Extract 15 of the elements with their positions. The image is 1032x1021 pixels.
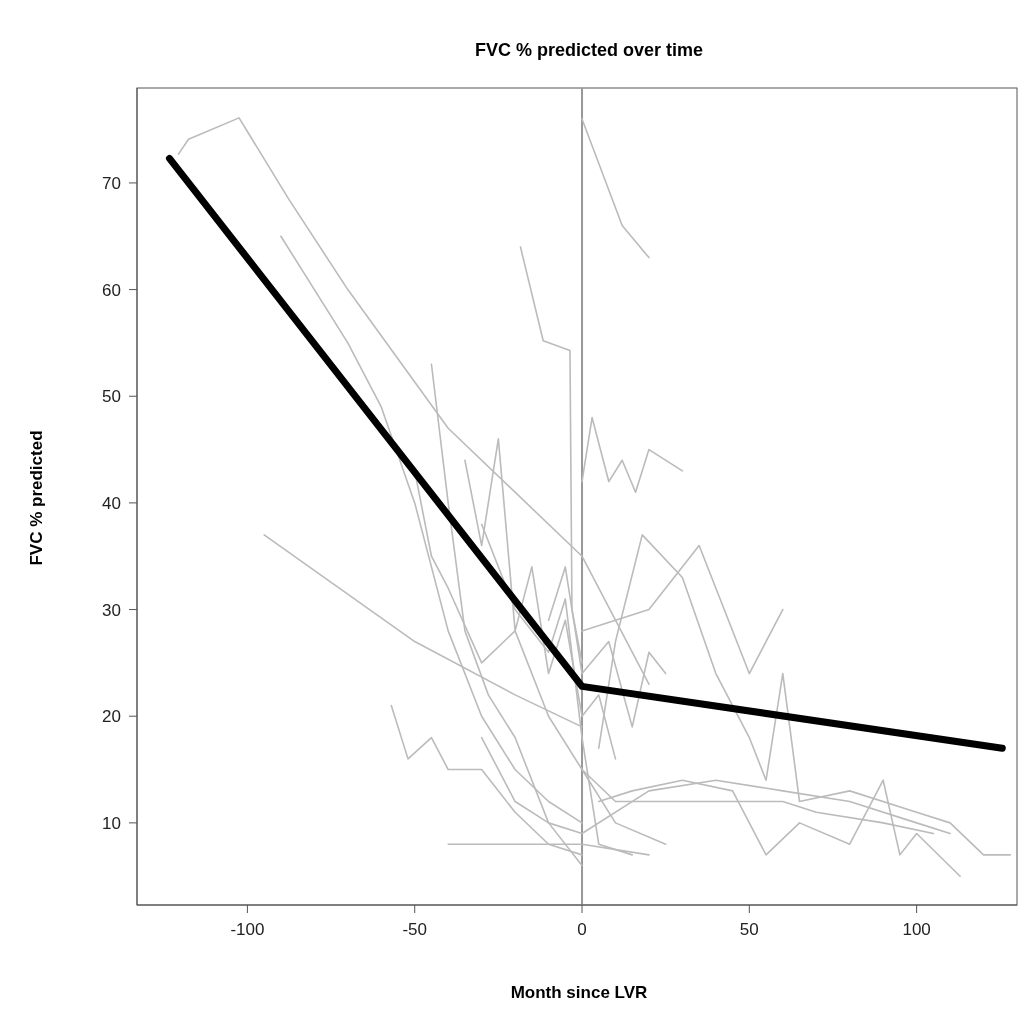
y-tick-label: 50 <box>102 387 121 407</box>
y-tick-label: 60 <box>102 280 121 300</box>
chart-title: FVC % predicted over time <box>474 40 704 60</box>
x-axis-title: Month since LVR <box>510 983 648 1002</box>
y-tick-label: 10 <box>102 813 121 833</box>
x-tick-label: 100 <box>902 920 931 940</box>
y-tick-label: 20 <box>102 707 121 727</box>
x-tick-label: 50 <box>739 920 759 940</box>
y-tick-label: 40 <box>102 493 121 513</box>
x-tick-label: -100 <box>230 920 265 940</box>
y-tick-label: 70 <box>102 173 121 193</box>
x-tick-label: -50 <box>402 920 428 940</box>
y-axis-title: FVC % predicted <box>27 430 46 566</box>
x-tick-label: 0 <box>577 920 587 940</box>
y-tick-label: 30 <box>102 600 121 620</box>
